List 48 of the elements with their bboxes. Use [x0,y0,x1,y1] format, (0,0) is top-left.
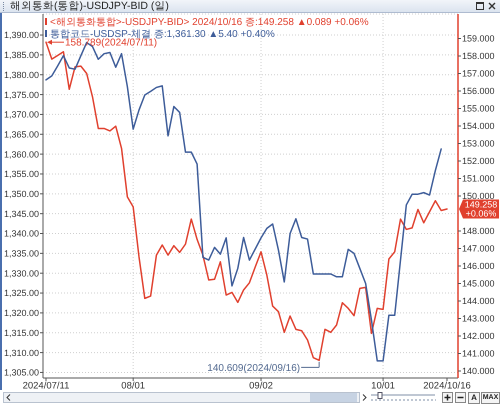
text-button: A [468,392,480,404]
y-tick-label: 1,320.00 [4,308,39,318]
y2-tick-label: 145.000 [462,278,495,289]
y-tick-label: 1,385.00 [4,50,39,60]
text: 149.258 +0.06% [464,199,498,218]
x-tick-label: 09/02 [249,380,273,392]
y-tick-label: 1,380.00 [4,70,39,80]
y-tick-label: 1,330.00 [4,268,39,278]
x-tick-label: 2024/07/11 [22,380,70,392]
y2-tick-label: 159.000 [462,34,495,44]
y2-tick-label: 157.000 [462,68,495,79]
y2-tick-label: 151.000 [462,174,495,184]
y2-tick-label: 147.000 [462,244,495,254]
chart-title: 해외통화(통합)-USDJPY-BID (일) [10,0,169,12]
y-tick-label: 1,305.00 [4,368,39,378]
annotation: 140.609(2024/09/16) [207,362,300,374]
y-tick-label: 1,390.00 [4,30,39,40]
y2-tick-label: 156.000 [462,86,495,96]
y2-tick-label: 144.000 [462,296,495,306]
y2-tick-label: 143.000 [462,314,495,324]
y2-tick-label: 141.000 [462,348,495,359]
y2-tick-label: 146.000 [462,261,495,272]
y-tick-label: 1,350.00 [4,189,39,200]
y2-tick-label: 155.000 [462,104,495,114]
y2-tick-label: 142.000 [462,331,495,342]
y2-tick-label: 150.000 [462,191,495,202]
y2-tick-label: 140.000 [462,366,495,376]
y-tick-label: 1,360.00 [4,149,39,160]
y-tick-label: 1,310.00 [4,348,39,358]
y-tick-label: 1,345.00 [4,208,39,219]
y-tick-label: 1,340.00 [4,228,39,239]
x-tick-label: 10/01 [371,380,395,392]
y2-tick-label: 148.000 [462,226,495,236]
y-tick-label: 1,355.00 [4,169,39,180]
x-tick-label: 08/01 [121,380,146,392]
y-tick-label: 1,365.00 [4,129,39,140]
y-tick-label: 1,315.00 [4,328,39,338]
y2-tick-label: 154.000 [462,121,495,132]
y2-tick-label: 158.000 [462,51,495,62]
y-tick-label: 1,375.00 [4,90,39,100]
legend-label: <해외통화통합>-USDJPY-BID> 2024/10/16 종:149.258 ▲0.089 +0.06% [50,17,369,28]
x-tick-label: 2024/10/16 [423,380,471,392]
y-tick-label: 1,335.00 [4,248,39,259]
y2-tick-label: 153.000 [462,138,495,149]
y-tick-label: 1,370.00 [4,110,39,120]
annotation: 158.789(2024/07/11) [65,38,158,49]
y2-tick-label: 152.000 [462,156,495,166]
y-tick-label: 1,325.00 [4,288,39,298]
